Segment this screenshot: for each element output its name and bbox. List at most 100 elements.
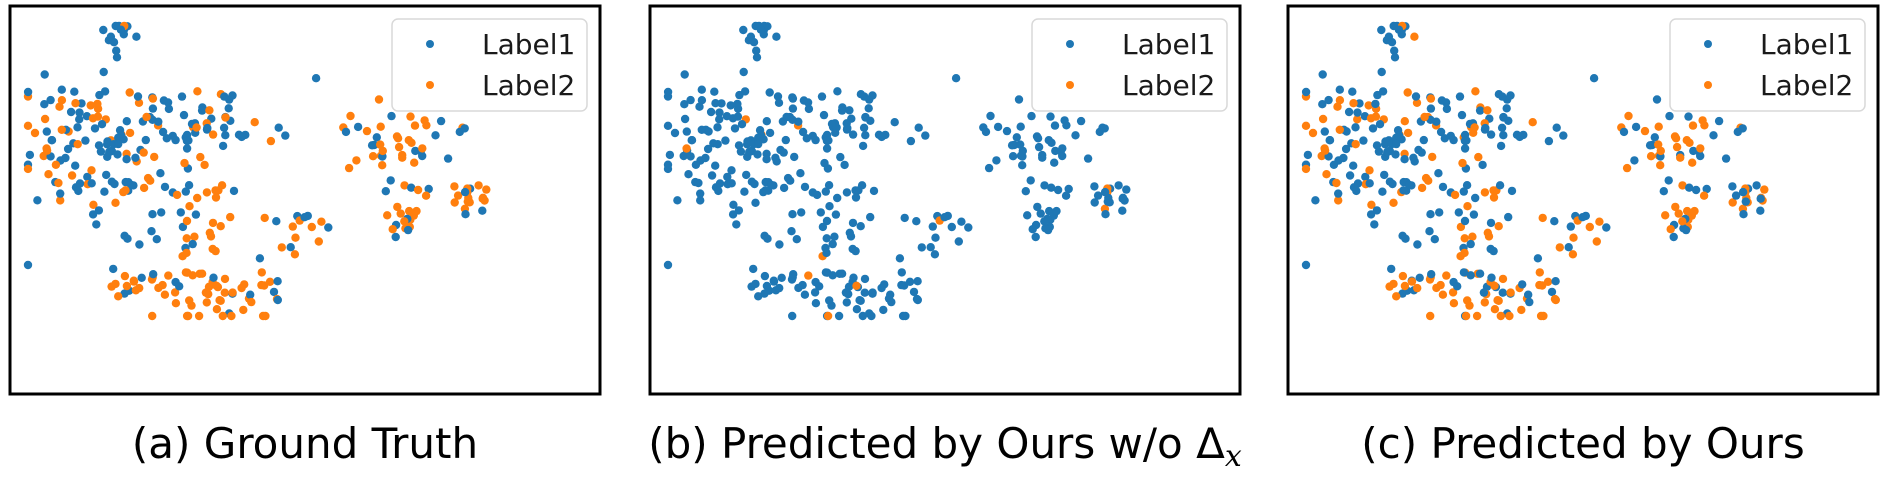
point-label1 <box>188 239 197 249</box>
point-label1 <box>684 170 693 179</box>
point-label2 <box>1656 161 1665 170</box>
point-label1 <box>756 25 766 34</box>
point-label1 <box>762 117 771 126</box>
point-label1 <box>856 222 865 231</box>
point-label2 <box>196 152 205 162</box>
point-label1 <box>1709 131 1718 140</box>
point-label1 <box>900 213 909 223</box>
point-label1 <box>1425 227 1434 236</box>
point-label1 <box>97 120 107 129</box>
point-label1 <box>407 183 416 192</box>
point-label1 <box>799 96 809 105</box>
point-label1 <box>94 141 104 150</box>
point-label1 <box>851 193 861 202</box>
point-label1 <box>81 136 90 145</box>
point-label1 <box>774 98 784 108</box>
point-label1 <box>957 217 966 226</box>
point-label1 <box>788 94 798 103</box>
point-label1 <box>680 114 690 124</box>
point-label2 <box>1442 271 1451 280</box>
point-label1 <box>1365 179 1374 188</box>
point-label1 <box>418 151 427 161</box>
point-label2 <box>208 218 218 228</box>
point-label1 <box>367 141 377 150</box>
point-label1 <box>917 243 926 252</box>
point-label2 <box>1696 144 1705 153</box>
point-label1 <box>1462 181 1472 190</box>
point-label1 <box>57 85 66 94</box>
point-label1 <box>1442 104 1452 114</box>
point-label1 <box>47 136 56 145</box>
point-label2 <box>88 114 98 123</box>
point-label2 <box>73 140 82 149</box>
point-label1 <box>1506 91 1515 100</box>
point-label2 <box>1463 296 1472 305</box>
point-label1 <box>1359 136 1368 145</box>
point-label1 <box>1559 131 1568 140</box>
point-label1 <box>837 106 847 115</box>
point-label1 <box>461 210 470 219</box>
point-label2 <box>1367 200 1376 209</box>
point-label1 <box>77 99 86 108</box>
scatter-points <box>23 21 491 321</box>
point-label1 <box>1435 208 1444 217</box>
point-label2 <box>250 118 259 127</box>
point-label2 <box>182 216 192 226</box>
point-label2 <box>227 311 236 321</box>
point-label1 <box>1349 161 1358 170</box>
point-label2 <box>1480 298 1490 307</box>
point-label1 <box>1329 160 1339 169</box>
point-label2 <box>23 121 33 130</box>
point-label1 <box>1046 112 1055 121</box>
point-label1 <box>864 104 873 113</box>
point-label1 <box>1460 144 1470 153</box>
point-label2 <box>1448 288 1458 297</box>
point-label1 <box>1497 123 1507 132</box>
point-label2 <box>57 96 67 105</box>
point-label1 <box>436 116 446 126</box>
point-label1 <box>880 280 889 289</box>
point-label1 <box>1566 222 1576 231</box>
point-label1 <box>964 223 973 232</box>
point-label2 <box>1699 191 1709 200</box>
point-label1 <box>1739 210 1748 219</box>
point-label1 <box>732 220 741 229</box>
point-label1 <box>1486 130 1496 139</box>
point-label1 <box>1460 216 1470 226</box>
point-label1 <box>696 189 705 198</box>
point-label2 <box>1538 213 1547 223</box>
point-label2 <box>374 95 384 104</box>
point-label1 <box>1391 150 1400 159</box>
point-label1 <box>1496 141 1506 151</box>
point-label1 <box>1371 99 1380 109</box>
point-label2 <box>404 136 413 145</box>
point-label1 <box>1741 197 1751 206</box>
point-label1 <box>1471 193 1480 203</box>
point-label1 <box>1361 172 1370 182</box>
point-label1 <box>1481 123 1490 133</box>
point-label1 <box>1021 187 1030 196</box>
point-label2 <box>228 288 237 297</box>
point-label1 <box>269 287 279 297</box>
point-label1 <box>56 189 65 198</box>
point-label1 <box>1507 186 1517 196</box>
point-label1 <box>1083 154 1093 163</box>
point-label2 <box>368 152 378 161</box>
point-label1 <box>1058 144 1067 153</box>
point-label2 <box>1505 311 1514 321</box>
point-label1 <box>71 161 80 170</box>
point-label1 <box>106 32 116 41</box>
point-label1 <box>993 122 1003 132</box>
point-label1 <box>1691 185 1701 195</box>
point-label2 <box>121 186 130 195</box>
point-label1 <box>845 228 854 237</box>
point-label2 <box>1450 190 1460 200</box>
point-label1 <box>1100 187 1110 197</box>
point-label2 <box>1400 117 1410 126</box>
caption-text: (b) Predicted by Ours w/o <box>648 419 1196 468</box>
point-label1 <box>696 196 705 205</box>
point-label2 <box>1666 225 1675 234</box>
point-label2 <box>1506 288 1515 297</box>
point-label2 <box>135 283 144 293</box>
point-label2 <box>1412 98 1422 108</box>
